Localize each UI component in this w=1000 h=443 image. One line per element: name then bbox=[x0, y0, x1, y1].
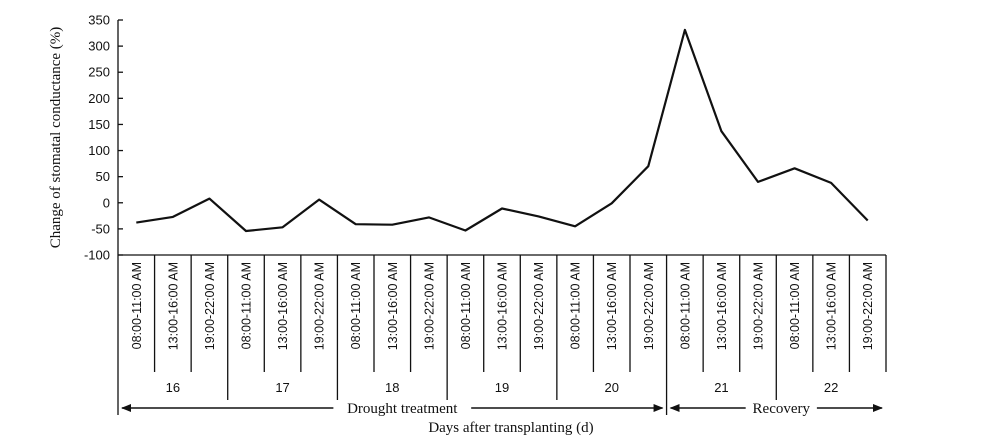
y-tick-label: -50 bbox=[91, 221, 110, 236]
y-tick-label: -100 bbox=[84, 248, 110, 263]
time-slot-label: 19:00-22:00 AM bbox=[752, 262, 766, 350]
time-slot-label: 19:00-22:00 AM bbox=[313, 262, 327, 350]
y-tick-label: 200 bbox=[88, 91, 110, 106]
time-slot-label: 08:00-11:00 AM bbox=[349, 262, 363, 349]
day-label: 17 bbox=[275, 380, 289, 395]
y-tick-label: 100 bbox=[88, 143, 110, 158]
time-slot-label: 08:00-11:00 AM bbox=[569, 262, 583, 349]
y-tick-label: 300 bbox=[88, 39, 110, 54]
day-label: 16 bbox=[166, 380, 180, 395]
series-layer bbox=[136, 30, 867, 231]
day-label: 19 bbox=[495, 380, 509, 395]
phase-arrows: Drought treatment Recovery bbox=[122, 401, 882, 417]
time-slot-label: 08:00-11:00 AM bbox=[788, 262, 802, 349]
time-slot-label: 13:00-16:00 AM bbox=[605, 262, 619, 350]
time-slot-label: 13:00-16:00 AM bbox=[166, 262, 180, 350]
time-slot-label: 13:00-16:00 AM bbox=[386, 262, 400, 350]
time-slot-label: 08:00-11:00 AM bbox=[678, 262, 692, 349]
time-slot-label: 08:00-11:00 AM bbox=[240, 262, 254, 349]
x-axis: 08:00-11:00 AM 13:00-16:00 AM 19:00-22:00 … bbox=[118, 255, 886, 415]
y-tick-label: 250 bbox=[88, 65, 110, 80]
day-label: 18 bbox=[385, 380, 399, 395]
y-axis-label: Change of stomatal conductance (%) bbox=[48, 27, 64, 249]
time-slot-label: 19:00-22:00 AM bbox=[642, 262, 656, 350]
y-tick-label: 50 bbox=[96, 169, 110, 184]
phase-label: Drought treatment bbox=[347, 401, 458, 417]
day-label: 20 bbox=[604, 380, 618, 395]
series-line bbox=[136, 30, 867, 231]
time-slot-label: 19:00-22:00 AM bbox=[861, 262, 875, 350]
day-label: 22 bbox=[824, 380, 838, 395]
phase-label: Recovery bbox=[753, 401, 811, 417]
time-slot-label: 08:00-11:00 AM bbox=[459, 262, 473, 349]
time-slot-label: 13:00-16:00 AM bbox=[715, 262, 729, 350]
y-tick-label: 350 bbox=[88, 13, 110, 28]
y-tick-label: 0 bbox=[103, 195, 110, 210]
time-slot-label: 19:00-22:00 AM bbox=[422, 262, 436, 350]
time-slot-label: 13:00-16:00 AM bbox=[276, 262, 290, 350]
y-tick-label: 150 bbox=[88, 117, 110, 132]
time-slot-label: 13:00-16:00 AM bbox=[496, 262, 510, 350]
y-axis: -100 -50 0 50 100 150 200 250 300 350 bbox=[84, 13, 123, 263]
time-slot-label: 19:00-22:00 AM bbox=[532, 262, 546, 350]
time-slot-label: 19:00-22:00 AM bbox=[203, 262, 217, 350]
time-slot-label: 13:00-16:00 AM bbox=[825, 262, 839, 350]
day-label: 21 bbox=[714, 380, 728, 395]
time-slot-label: 08:00-11:00 AM bbox=[130, 262, 144, 349]
x-axis-label: Days after transplanting (d) bbox=[428, 420, 593, 436]
